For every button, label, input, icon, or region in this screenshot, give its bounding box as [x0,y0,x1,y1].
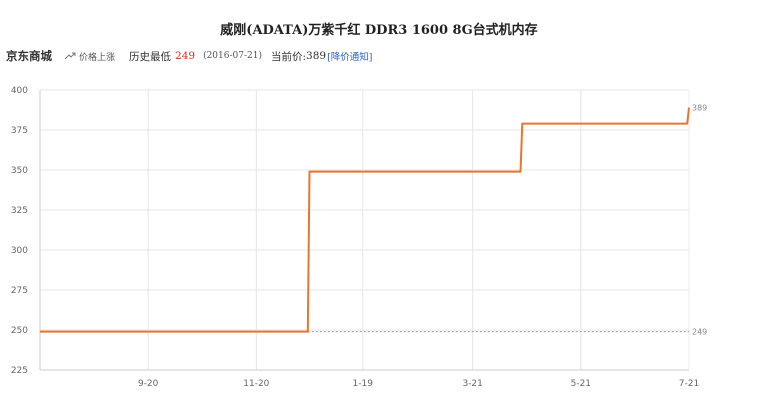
price-trend-label: 价格上涨 [79,52,116,63]
lowest-price-date: (2016-07-21) [203,51,262,61]
x-tick-label: 1-19 [353,379,374,389]
x-tick-label: 5-21 [571,379,591,389]
chart-title: 威刚(ADATA)万紫千红 DDR3 1600 8G台式机内存 [220,23,538,38]
price-series-line [40,107,690,333]
chart-grid [40,89,690,371]
x-tick-label: 11-20 [243,379,269,389]
price-trend: 价格上涨 [64,50,115,63]
chart-axes [39,90,690,371]
price-history-chart: 225 250 275 300 325 350 375 400 9-20 11-20 1-19 3-2… [11,86,707,389]
label-layer: 225 250 275 300 325 350 375 400 9-20 11-20 1-19 3-2… [11,86,707,389]
lowest-price-label: 历史最低 [129,50,172,63]
current-price-label: 当前价: [270,50,307,63]
price-info-bar: 京东商城 价格上涨 历史最低 249 (2016-07-21) 当前价: 389… [6,48,373,64]
current-price-end-label: 389 [692,104,707,113]
series-layer [40,107,690,333]
x-tick-label: 3-21 [462,379,482,389]
trend-up-icon [64,52,76,60]
x-tick-label: 7-21 [679,379,699,389]
y-tick-label: 275 [11,286,28,296]
price-drop-notify-link[interactable]: [降价通知] [327,52,373,63]
y-tick-label: 325 [11,206,28,216]
lowest-price-value: 249 [175,50,196,62]
current-price-value: 389 [306,50,327,62]
lowest-price-reference-label: 249 [692,328,707,337]
y-tick-label: 250 [11,326,28,336]
y-tick-label: 350 [11,166,28,176]
y-tick-label: 375 [11,126,28,136]
store-name[interactable]: 京东商城 [6,49,52,63]
y-tick-label: 300 [11,246,28,256]
y-tick-label: 225 [11,366,28,376]
y-tick-label: 400 [11,86,28,96]
x-tick-label: 9-20 [138,379,159,389]
